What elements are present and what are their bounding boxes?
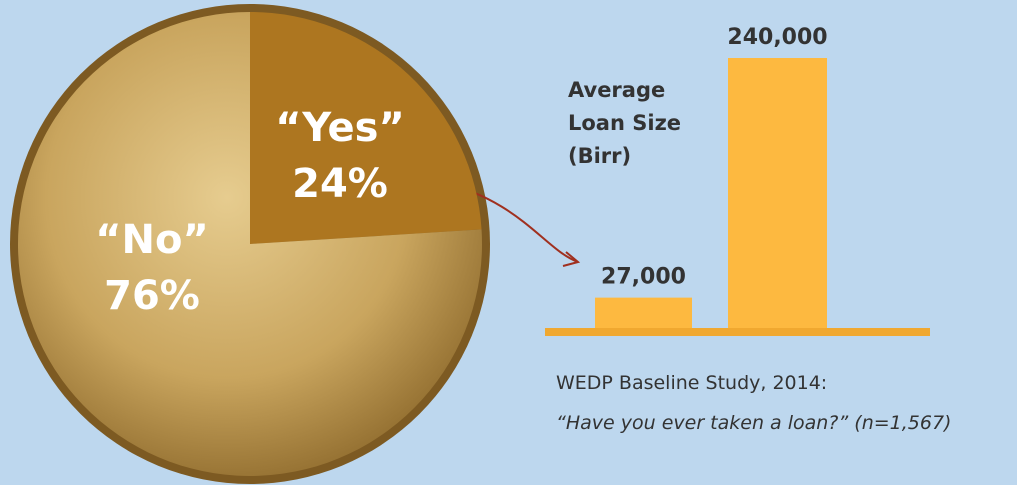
slice-label: “Yes” xyxy=(275,105,405,151)
bar xyxy=(728,58,827,328)
footnote: WEDP Baseline Study, 2014: xyxy=(556,372,827,394)
bar-value-label: 240,000 xyxy=(727,25,827,50)
bar xyxy=(595,298,692,328)
slice-value-label: 76% xyxy=(104,273,200,319)
infographic: “Yes” 24% “No” 76% 27,000 240,000 Average Loa… xyxy=(0,0,1017,485)
bar-title: Average Loan Size (Birr) xyxy=(568,74,698,173)
footnote: “Have you ever taken a loan?” (n=1,567) xyxy=(556,412,951,434)
slice-label: “No” xyxy=(95,217,209,263)
bar-value-label: 27,000 xyxy=(601,265,686,290)
slice-value-label: 24% xyxy=(292,161,388,207)
